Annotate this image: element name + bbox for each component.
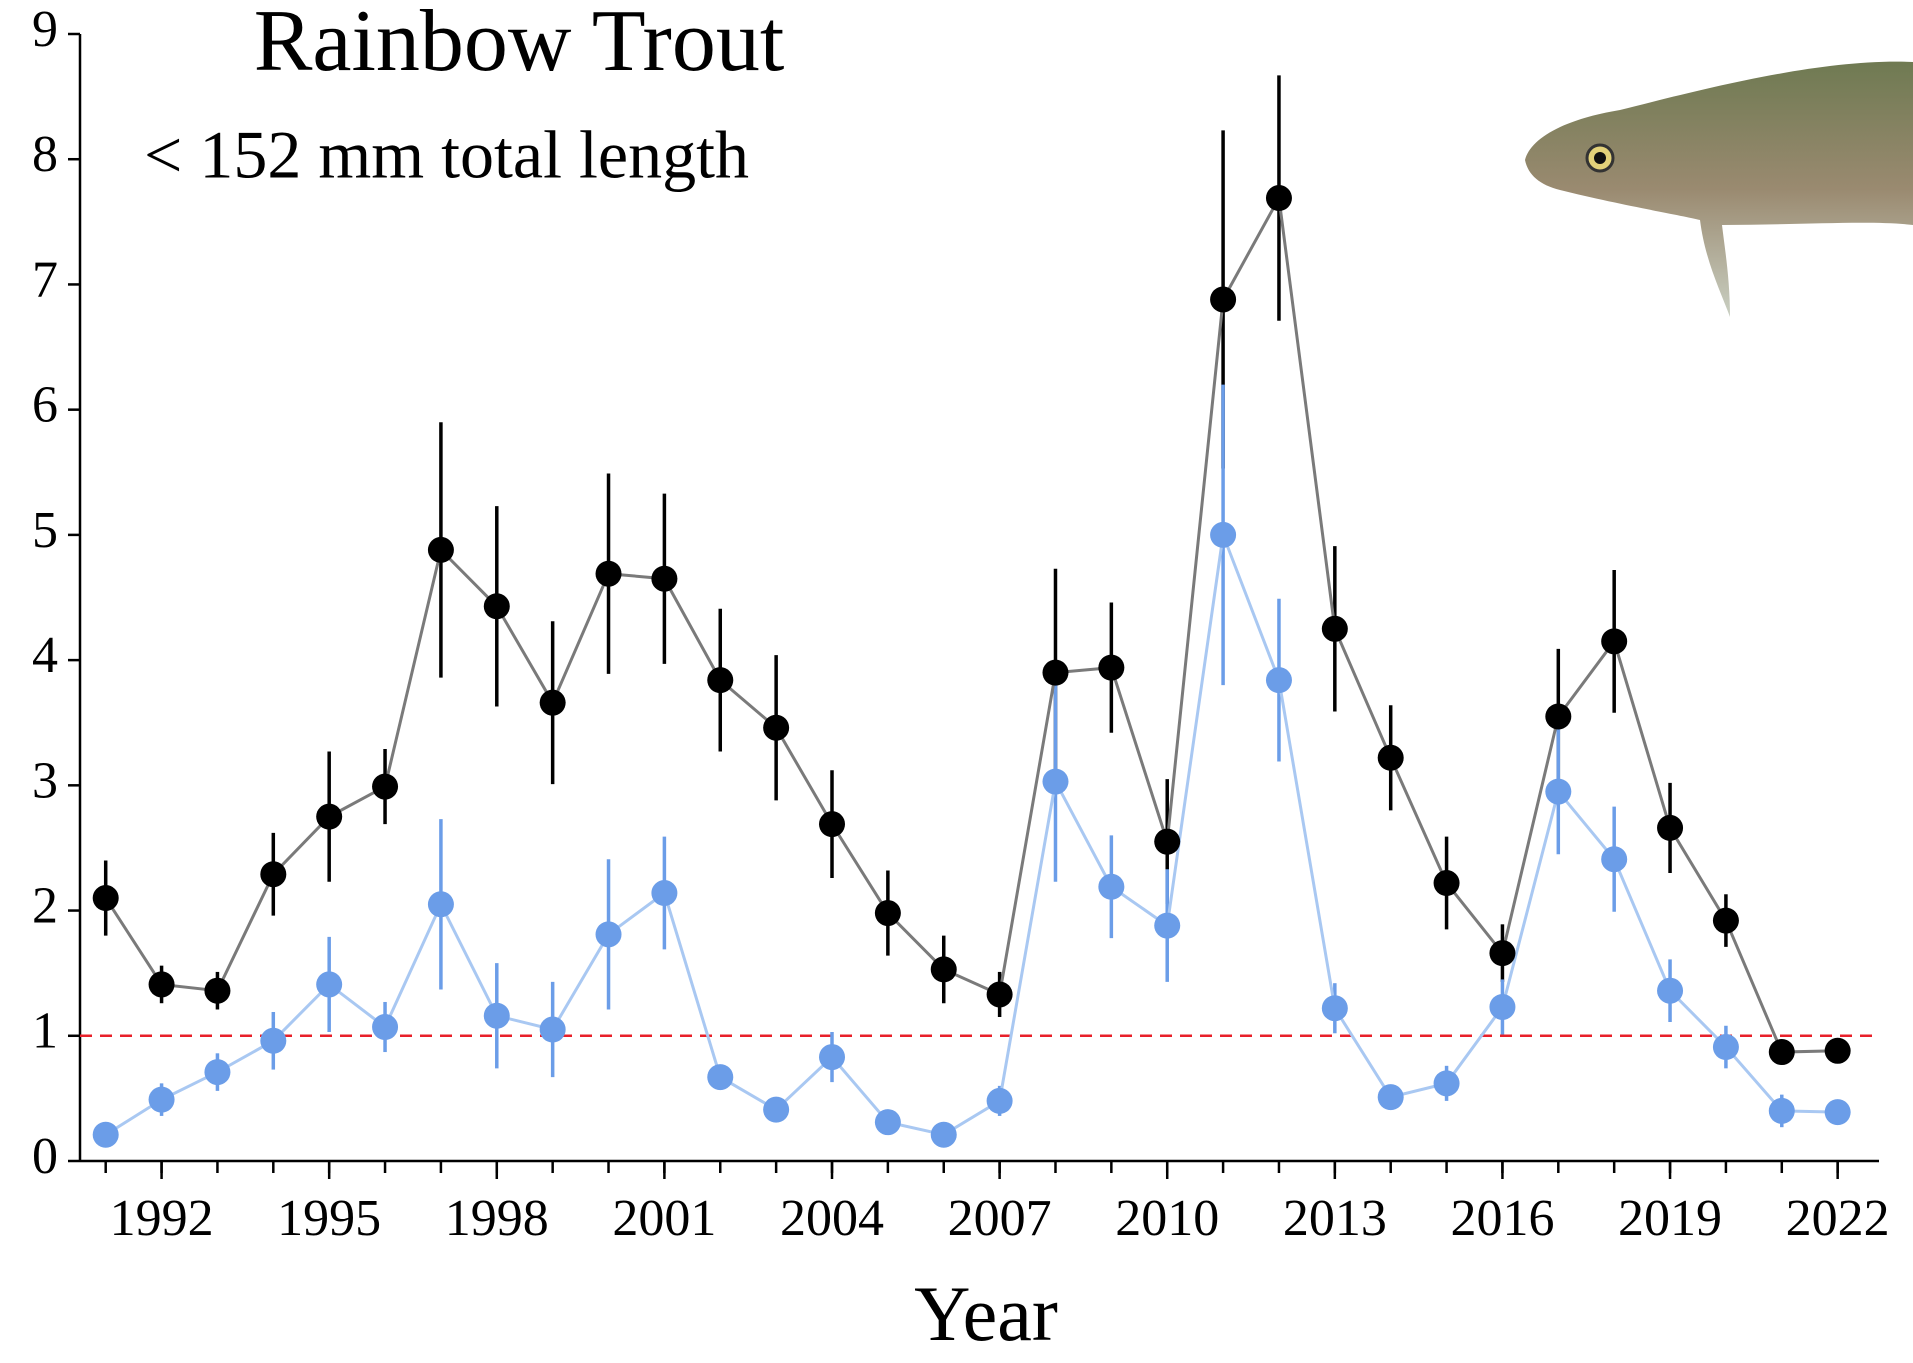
marker [1154,912,1181,939]
x-tick-label: 1998 [445,1190,549,1247]
marker [1210,521,1237,548]
marker [1657,814,1684,841]
series-line [104,528,1838,1137]
marker [1824,1037,1851,1064]
marker [1377,1084,1404,1111]
marker [1657,977,1684,1004]
marker [1265,185,1292,212]
marker [1545,778,1572,805]
marker [1712,907,1739,934]
marker [427,536,454,563]
marker [148,1086,175,1113]
marker [372,773,399,800]
y-tick-label: 7 [32,251,58,308]
y-tick-label: 1 [32,1003,58,1060]
marker [1433,870,1460,897]
marker [1712,1034,1739,1061]
marker [483,1002,510,1029]
y-tick-label: 8 [32,126,58,183]
chart-subtitle: < 152 mm total length [144,117,749,193]
marker [260,1027,287,1054]
marker [204,977,231,1004]
x-tick-label: 2013 [1283,1190,1387,1247]
marker [1154,828,1181,855]
y-tick-label: 4 [32,627,58,684]
marker [372,1014,399,1041]
marker [1768,1039,1795,1066]
marker [707,1064,734,1091]
marker [1489,993,1516,1020]
marker [1601,846,1628,873]
marker [1098,654,1125,681]
marker [819,1044,846,1071]
chart-title: Rainbow Trout [254,0,785,90]
marker [539,1016,566,1043]
fish-body [1525,61,1913,317]
marker [819,811,846,838]
marker [1768,1097,1795,1124]
fish-illustration [1525,61,1913,317]
y-tick-label: 2 [32,877,58,934]
marker [651,565,678,592]
marker [874,1109,901,1136]
marker [1601,628,1628,655]
x-axis-label: Year [914,1270,1058,1357]
y-tick-label: 0 [32,1128,58,1185]
marker [1489,940,1516,967]
marker [1545,703,1572,730]
marker [1265,667,1292,694]
marker [92,885,119,912]
marker [539,689,566,716]
x-tick-label: 1992 [110,1190,214,1247]
marker [930,956,957,983]
marker [92,1121,119,1148]
marker [1042,659,1069,686]
marker [1210,286,1237,313]
x-tick-label: 2004 [780,1190,884,1247]
marker [260,861,287,888]
marker [930,1121,957,1148]
marker [595,560,622,587]
marker [763,714,790,741]
x-tick-label: 2007 [948,1190,1052,1247]
marker [316,971,343,998]
marker [483,593,510,620]
marker [427,891,454,918]
x-tick-label: 1995 [277,1190,381,1247]
marker [707,667,734,694]
fish-pupil [1594,152,1606,164]
marker [204,1059,231,1086]
marker [1098,873,1125,900]
marker [316,803,343,830]
marker [595,921,622,948]
marker [1321,615,1348,642]
marker [1042,768,1069,795]
x-tick-label: 2016 [1450,1190,1554,1247]
marker [651,880,678,907]
y-tick-label: 5 [32,502,58,559]
marker [1824,1099,1851,1126]
marker [1321,995,1348,1022]
x-tick-label: 2001 [612,1190,716,1247]
marker [986,981,1013,1008]
x-tick-label: 2022 [1786,1190,1890,1247]
x-tick-label: 2010 [1115,1190,1219,1247]
series-line [104,193,1838,1054]
marker [874,900,901,927]
y-tick-label: 6 [32,377,58,434]
marker [1377,744,1404,771]
y-tick-label: 3 [32,752,58,809]
marker [763,1096,790,1123]
marker [986,1087,1013,1114]
marker [148,971,175,998]
y-tick-label: 9 [32,1,58,58]
marker [1433,1070,1460,1097]
x-tick-label: 2019 [1618,1190,1722,1247]
